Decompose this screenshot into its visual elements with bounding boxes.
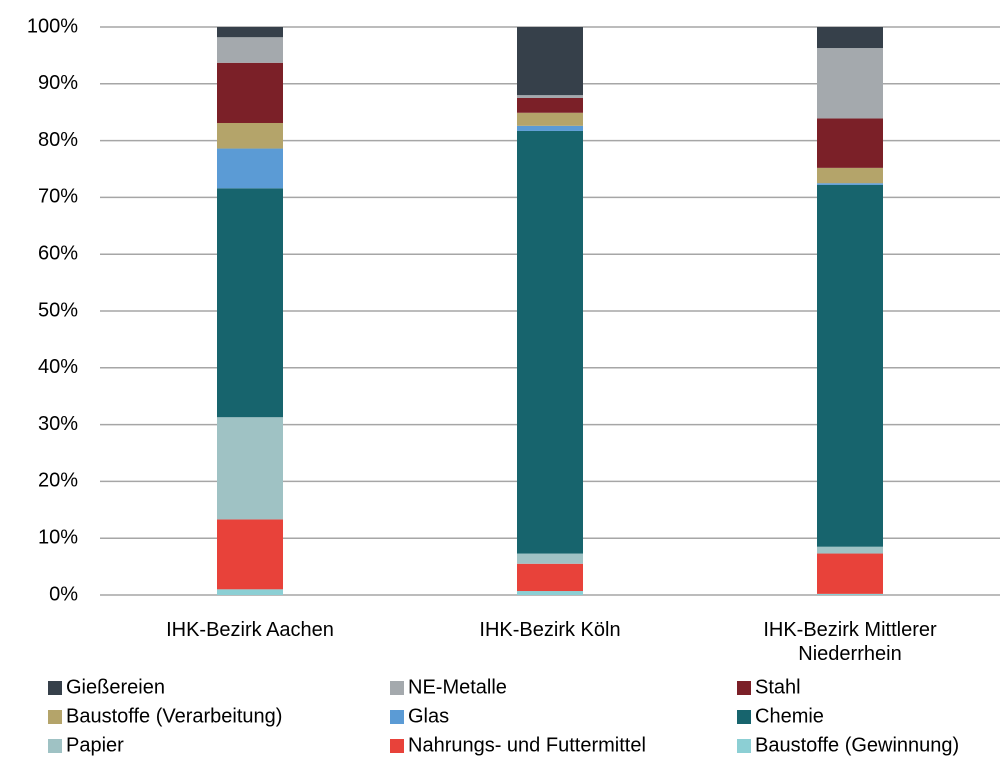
bar-segment <box>517 112 583 126</box>
x-tick-label: IHK-Bezirk Mittlerer Niederrhein <box>763 619 937 665</box>
bar-segment <box>517 95 583 98</box>
bar-segment <box>217 148 283 189</box>
legend-swatch <box>737 739 751 753</box>
legend-label: Glas <box>408 705 449 727</box>
y-tick-label: 30% <box>38 413 78 435</box>
bar-segment <box>217 417 283 520</box>
bar-segment <box>817 118 883 168</box>
legend-label: Baustoffe (Gewinnung) <box>755 734 959 756</box>
bar-segment <box>817 553 883 594</box>
legend-label: Stahl <box>755 676 801 698</box>
bar-segment <box>217 188 283 418</box>
legend-swatch <box>48 710 62 724</box>
legend-swatch <box>390 710 404 724</box>
bar-segment <box>817 593 883 595</box>
y-tick-label: 70% <box>38 186 78 208</box>
legend-label: Chemie <box>755 705 824 727</box>
bar-segment <box>517 563 583 592</box>
bar-segment <box>817 183 883 185</box>
legend-swatch <box>737 710 751 724</box>
x-tick-label: IHK-Bezirk Köln <box>479 619 621 641</box>
bar-segment <box>217 122 283 149</box>
bar-segment <box>217 27 283 38</box>
bar-segment <box>217 589 283 595</box>
x-tick-label: IHK-Bezirk Aachen <box>166 619 334 641</box>
legend-label: NE-Metalle <box>408 676 507 698</box>
y-tick-label: 90% <box>38 72 78 94</box>
y-tick-label: 100% <box>27 15 78 37</box>
bar-segment <box>217 37 283 63</box>
legend-swatch <box>390 681 404 695</box>
bar-segment <box>817 167 883 184</box>
bar-segment <box>517 130 583 554</box>
legend-swatch <box>48 681 62 695</box>
bar-segment <box>517 553 583 564</box>
y-tick-label: 50% <box>38 299 78 321</box>
legend-swatch <box>48 739 62 753</box>
bar-segment <box>817 27 883 49</box>
bar-segment <box>817 48 883 119</box>
bar-segment <box>817 184 883 547</box>
y-tick-label: 40% <box>38 356 78 378</box>
y-tick-label: 20% <box>38 470 78 492</box>
legend-label: Nahrungs- und Futtermittel <box>408 734 646 756</box>
y-tick-label: 80% <box>38 129 78 151</box>
legend-label: Papier <box>66 734 124 756</box>
bar-segment <box>517 98 583 113</box>
bar-segment <box>217 519 283 590</box>
y-tick-label: 10% <box>38 526 78 548</box>
legend-label: Baustoffe (Verarbeitung) <box>66 705 282 727</box>
bar-segment <box>217 62 283 123</box>
bar-segment <box>817 546 883 554</box>
bar-segment <box>517 27 583 96</box>
y-tick-label: 0% <box>49 583 78 605</box>
legend-swatch <box>737 681 751 695</box>
y-tick-label: 60% <box>38 242 78 264</box>
legend-swatch <box>390 739 404 753</box>
bar-segment <box>517 125 583 131</box>
legend-label: Gießereien <box>66 676 165 698</box>
bar-segment <box>517 591 583 595</box>
